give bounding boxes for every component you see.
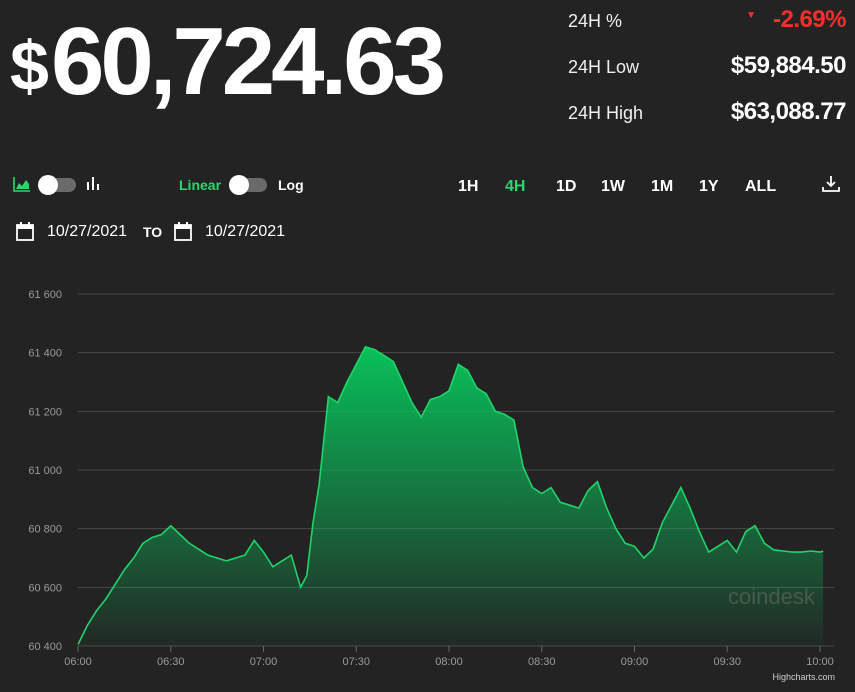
calendar-icon[interactable]: [16, 222, 34, 241]
stat-value: -2.69%: [772, 6, 847, 33]
range-1h-button[interactable]: 1H: [458, 178, 479, 195]
bar-chart-icon[interactable]: [86, 175, 100, 191]
currency-symbol: $: [10, 27, 49, 105]
x-tick-label: 06:00: [64, 656, 92, 668]
price-value: 60,724.63: [50, 8, 446, 115]
range-1y-button[interactable]: 1Y: [699, 178, 719, 195]
highcharts-credit[interactable]: Highcharts.com: [772, 672, 835, 682]
calendar-icon[interactable]: [174, 222, 192, 241]
x-tick-label: 07:30: [342, 656, 370, 668]
range-all-button[interactable]: ALL: [745, 178, 777, 195]
y-axis: 60 400 60 600 60 800 61 000 61 200 61 400 61 6…: [28, 289, 62, 653]
stat-24h-low: 24H Low $59,884.50: [568, 52, 847, 98]
price-chart[interactable]: 60 400 60 600 60 800 61 000 61 200 61 400 61 6…: [0, 270, 855, 692]
range-1m-button[interactable]: 1M: [651, 178, 674, 195]
y-tick-label: 60 800: [28, 524, 62, 536]
chart-controls: Linear Log 1H 4H 1D 1W 1M 1Y ALL: [0, 168, 855, 202]
x-tick-label: 09:00: [621, 656, 649, 668]
download-icon[interactable]: [822, 175, 840, 193]
y-tick-label: 61 600: [28, 289, 62, 301]
current-price: $60,724.63: [10, 14, 446, 110]
stat-value: $63,088.77: [730, 98, 847, 125]
stats-panel: 24H % ▼ -2.69% 24H Low $59,884.50 24H Hi…: [568, 6, 847, 144]
y-tick-label: 60 600: [28, 582, 62, 594]
x-tick-label: 08:30: [528, 656, 556, 668]
date-to-label: TO: [143, 224, 163, 240]
stat-value: $59,884.50: [730, 52, 847, 79]
x-tick-label: 09:30: [713, 656, 741, 668]
scale-toggle[interactable]: [229, 175, 267, 195]
down-triangle-icon: ▼: [746, 10, 756, 21]
y-tick-label: 61 200: [28, 406, 62, 418]
area-chart-icon[interactable]: [13, 176, 31, 192]
watermark-text: coindesk: [728, 584, 816, 609]
price-line: [77, 345, 824, 645]
x-tick-label: 07:00: [250, 656, 278, 668]
x-tick-label: 06:30: [157, 656, 185, 668]
stat-24h-change: 24H % ▼ -2.69%: [568, 6, 847, 52]
x-tick-label: 10:00: [806, 656, 834, 668]
chart-type-toggle[interactable]: [38, 175, 76, 195]
y-tick-label: 60 400: [28, 641, 62, 653]
scale-log-label[interactable]: Log: [278, 177, 304, 193]
toggle-knob: [38, 175, 58, 195]
stat-label: 24H High: [568, 103, 644, 123]
y-tick-label: 61 000: [28, 465, 62, 477]
price-area: [78, 346, 824, 646]
stat-24h-high: 24H High $63,088.77: [568, 98, 847, 144]
date-to-field[interactable]: 10/27/2021: [205, 223, 286, 240]
x-tick-label: 08:00: [435, 656, 463, 668]
toggle-knob: [229, 175, 249, 195]
date-from-field[interactable]: 10/27/2021: [47, 223, 128, 240]
scale-linear-label[interactable]: Linear: [179, 177, 222, 193]
range-1d-button[interactable]: 1D: [556, 178, 577, 195]
y-tick-label: 61 400: [28, 348, 62, 360]
stat-label: 24H Low: [568, 57, 640, 77]
range-4h-button[interactable]: 4H: [505, 178, 526, 195]
date-range: 10/27/2021 TO 10/27/2021: [0, 218, 400, 248]
range-1w-button[interactable]: 1W: [601, 178, 625, 195]
stat-label: 24H %: [568, 11, 623, 31]
x-axis: 06:00 06:30 07:00 07:30 08:00 08:30 09:00 09:30…: [64, 646, 834, 668]
